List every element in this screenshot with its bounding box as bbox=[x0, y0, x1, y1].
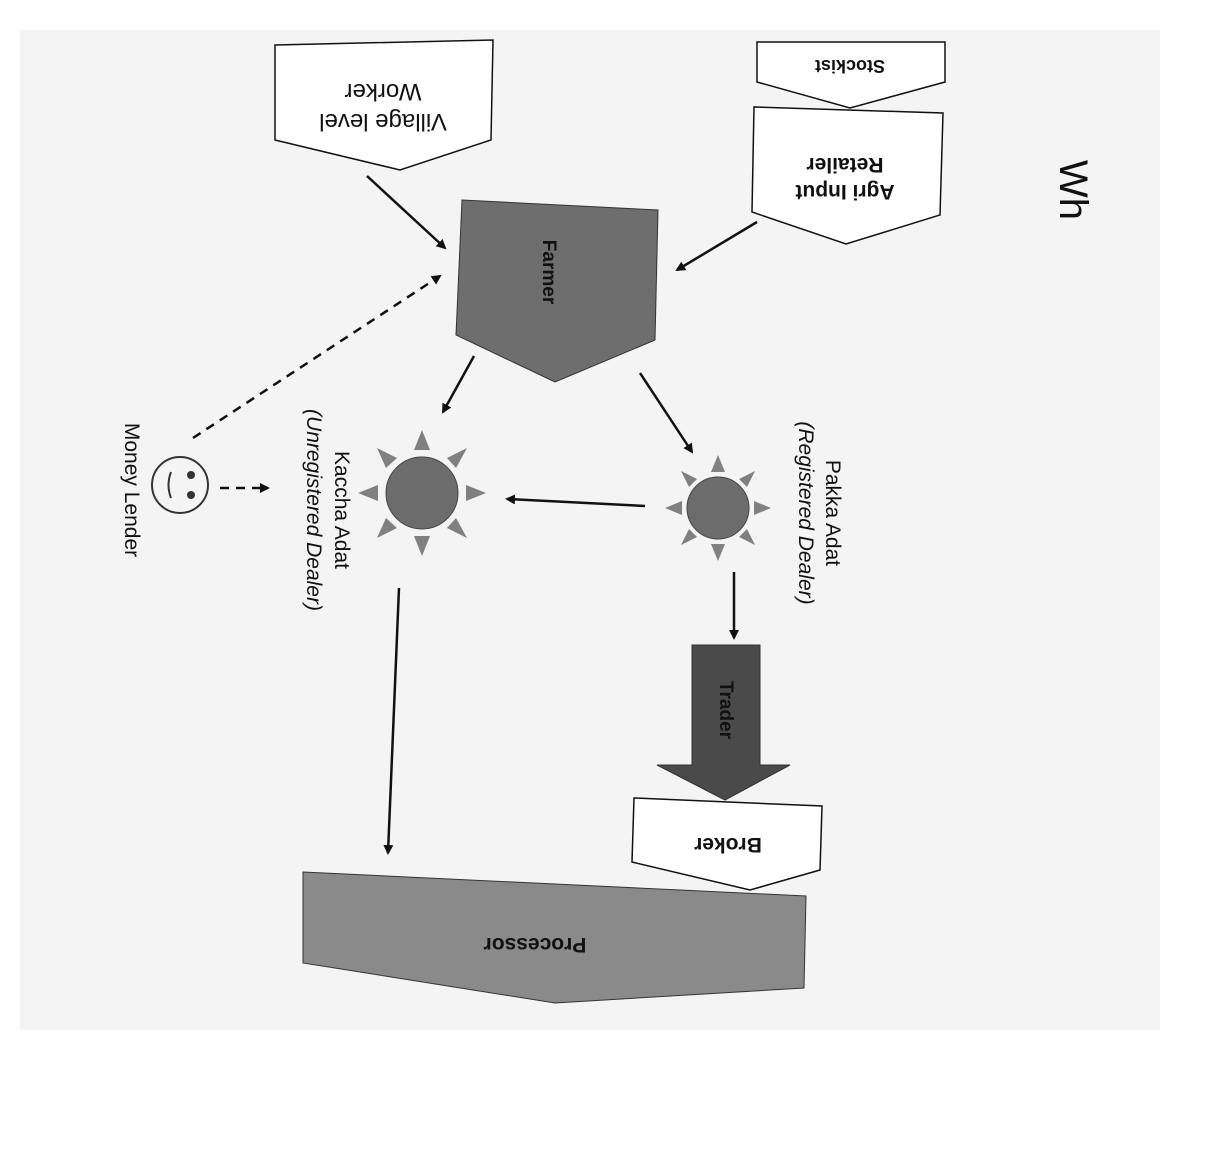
money-lender-label: Money Lender bbox=[120, 423, 143, 557]
arrow-pakka-adat-to-kaccha-adat bbox=[505, 494, 646, 508]
kaccha-adat-sublabel: (Unregistered Dealer) bbox=[302, 409, 325, 611]
broker-node: Broker bbox=[631, 797, 823, 891]
farmer-label: Farmer bbox=[538, 240, 559, 305]
village-level-worker-node: Village level Worker bbox=[274, 39, 494, 171]
village-worker-line2: Worker bbox=[345, 78, 422, 105]
trader-label: Trader bbox=[715, 681, 736, 740]
arrow-agri-retailer-to-farmer bbox=[675, 220, 758, 272]
stockist-node: Stockist bbox=[756, 41, 946, 109]
pakka-adat-sun-icon bbox=[665, 455, 771, 561]
arrow-kaccha-adat-to-processor bbox=[383, 587, 401, 855]
broker-label: Broker bbox=[694, 833, 762, 856]
kaccha-adat-sun-icon bbox=[358, 430, 486, 556]
processor-label: Processor bbox=[484, 933, 587, 956]
arrow-money-lender-to-farmer bbox=[192, 274, 442, 440]
pakka-adat-label: Pakka Adat bbox=[821, 460, 844, 566]
farmer-node: Farmer bbox=[455, 199, 659, 383]
pakka-adat-sublabel: (Registered Dealer) bbox=[794, 421, 817, 604]
page-background bbox=[20, 30, 1160, 1030]
money-lender-face-icon bbox=[151, 456, 209, 514]
arrow-village-worker-to-farmer bbox=[366, 175, 447, 250]
header-fragment: Wh bbox=[1051, 160, 1095, 220]
stockist-label: Stockist bbox=[815, 56, 885, 76]
village-worker-line1: Village level bbox=[319, 108, 447, 135]
processor-node: Processor bbox=[302, 871, 807, 1004]
agri-retailer-line1: Agri Input bbox=[795, 180, 894, 203]
kaccha-adat-label: Kaccha Adat bbox=[330, 451, 353, 569]
agri-retailer-line2: Retailer bbox=[806, 153, 883, 176]
arrow-farmer-to-pakka-adat bbox=[638, 372, 694, 454]
agri-input-retailer-node: Agri Input Retailer bbox=[751, 106, 944, 245]
arrow-farmer-to-kaccha-adat bbox=[441, 355, 476, 414]
trader-node: Trader bbox=[656, 644, 791, 801]
